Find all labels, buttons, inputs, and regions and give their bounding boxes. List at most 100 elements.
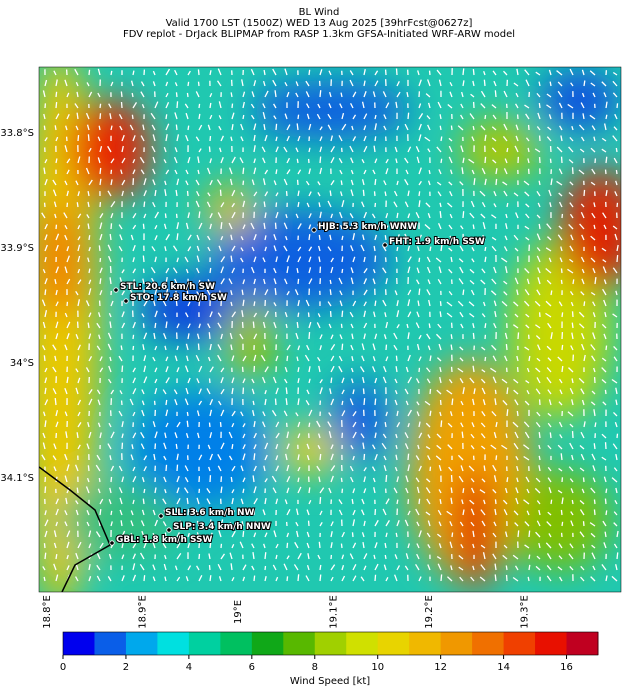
- wind-arrow: [153, 332, 156, 340]
- wind-arrow: [502, 499, 508, 505]
- wind-arrow: [374, 234, 377, 241]
- wind-arrow: [286, 124, 291, 131]
- wind-arrow: [493, 475, 497, 483]
- wind-arrow: [286, 169, 291, 175]
- wind-arrow: [328, 487, 332, 494]
- wind-arrow: [536, 520, 541, 527]
- wind-arrow: [218, 125, 222, 131]
- wind-arrow: [184, 398, 189, 406]
- wind-arrow: [417, 300, 420, 307]
- wind-arrow: [141, 104, 145, 109]
- wind-arrow: [198, 148, 202, 153]
- wind-arrow: [449, 411, 453, 417]
- wind-arrow: [220, 333, 223, 340]
- wind-arrow: [76, 487, 79, 494]
- wind-arrow: [459, 346, 464, 351]
- wind-arrow: [583, 189, 586, 197]
- station-label: SLL: 3.6 km/h NW: [165, 508, 254, 518]
- wind-arrow: [616, 552, 619, 560]
- wind-arrow: [297, 454, 300, 461]
- wind-arrow: [616, 244, 619, 252]
- wind-arrow: [187, 565, 192, 571]
- wind-arrow: [66, 321, 71, 329]
- wind-arrow: [65, 497, 68, 505]
- wind-arrow: [513, 389, 519, 395]
- wind-arrow: [95, 464, 101, 472]
- wind-arrow: [450, 565, 453, 571]
- wind-arrow: [491, 214, 497, 219]
- wind-arrow: [615, 290, 618, 296]
- wind-arrow: [363, 333, 366, 340]
- wind-arrow: [450, 344, 453, 351]
- wind-arrow: [548, 533, 552, 538]
- wind-arrow: [483, 465, 486, 472]
- wind-arrow: [459, 576, 464, 582]
- wind-arrow: [119, 509, 123, 516]
- wind-arrow: [153, 453, 156, 461]
- wind-arrow: [449, 91, 453, 98]
- wind-arrow: [438, 343, 442, 351]
- wind-arrow: [382, 299, 387, 307]
- wind-arrow: [264, 498, 267, 505]
- wind-arrow: [195, 136, 200, 142]
- wind-arrow: [534, 148, 541, 153]
- wind-arrow: [461, 91, 464, 98]
- wind-arrow: [385, 168, 389, 175]
- wind-arrow: [469, 113, 475, 120]
- wind-arrow: [579, 499, 585, 505]
- wind-arrow: [591, 552, 596, 560]
- wind-arrow: [132, 553, 136, 560]
- wind-arrow: [569, 181, 574, 186]
- wind-arrow: [316, 113, 321, 120]
- wind-arrow: [99, 233, 103, 241]
- wind-arrow: [571, 332, 574, 340]
- wind-arrow: [484, 114, 487, 120]
- wind-arrow: [461, 411, 464, 417]
- wind-arrow: [275, 123, 278, 131]
- wind-arrow: [317, 356, 321, 362]
- wind-arrow: [404, 233, 409, 241]
- wind-arrow: [242, 167, 245, 175]
- wind-arrow: [264, 454, 268, 461]
- wind-arrow: [329, 289, 332, 296]
- wind-arrow: [316, 224, 321, 230]
- wind-arrow: [164, 345, 167, 351]
- wind-arrow: [143, 376, 148, 384]
- wind-arrow: [382, 91, 387, 98]
- wind-arrow: [253, 354, 257, 362]
- wind-arrow: [75, 509, 79, 516]
- wind-arrow: [416, 267, 420, 274]
- wind-arrow: [363, 169, 367, 175]
- wind-arrow: [261, 421, 266, 428]
- wind-arrow: [253, 312, 258, 318]
- wind-arrow: [154, 487, 157, 494]
- wind-arrow: [55, 289, 58, 296]
- wind-arrow: [503, 246, 508, 252]
- wind-arrow: [330, 266, 334, 274]
- wind-arrow: [557, 81, 563, 87]
- wind-arrow: [394, 378, 398, 384]
- wind-arrow: [285, 213, 288, 219]
- wind-arrow: [363, 256, 366, 263]
- wind-arrow: [307, 553, 310, 560]
- wind-arrow: [460, 532, 464, 538]
- wind-arrow: [525, 79, 530, 87]
- wind-arrow: [395, 256, 398, 263]
- wind-arrow: [308, 332, 311, 340]
- wind-arrow: [371, 223, 376, 230]
- wind-arrow: [480, 103, 486, 109]
- wind-arrow: [515, 456, 519, 461]
- wind-arrow: [561, 497, 564, 505]
- wind-arrow: [513, 442, 519, 450]
- wind-arrow: [568, 367, 574, 373]
- wind-arrow: [253, 497, 258, 505]
- lat-label: 33.9°S: [0, 243, 34, 254]
- wind-arrow: [109, 487, 112, 494]
- wind-arrow: [339, 103, 343, 109]
- wind-arrow: [264, 366, 269, 373]
- wind-arrow: [207, 279, 211, 285]
- wind-arrow: [143, 365, 147, 373]
- wind-arrow: [66, 246, 70, 252]
- wind-arrow: [472, 398, 475, 406]
- wind-arrow: [198, 222, 203, 230]
